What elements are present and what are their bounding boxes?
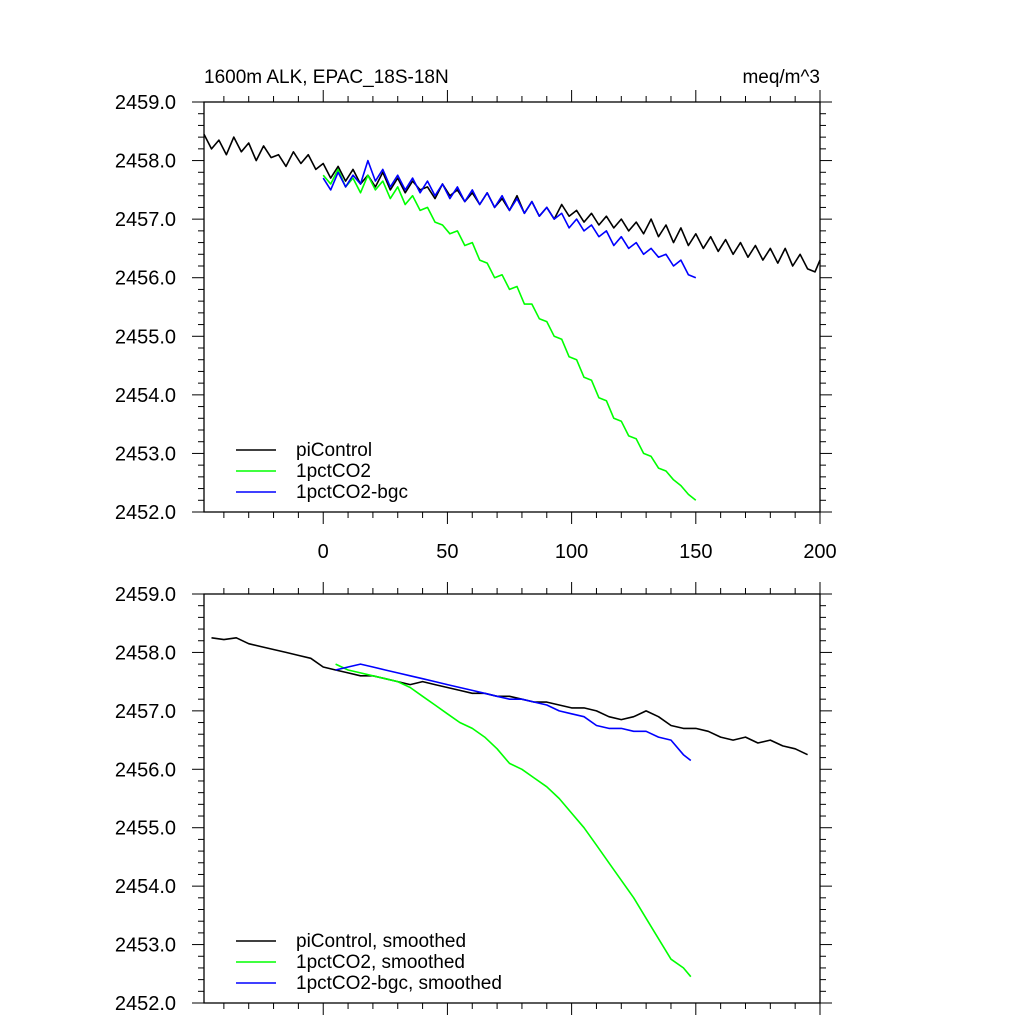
- y-tick-label: 2458.0: [115, 151, 176, 173]
- legend-label-1: 1pctCO2: [296, 461, 371, 482]
- series-line-2: [322, 159, 697, 279]
- y-tick-label: 2454.0: [115, 385, 176, 407]
- series-line-2: [335, 663, 692, 762]
- figure-title: 1600m ALK, EPAC_18S-18N: [204, 67, 449, 88]
- legend-label-0: piControl: [296, 440, 372, 461]
- top-panel-lines: [203, 133, 821, 501]
- series-line-0: [203, 133, 821, 273]
- top-panel-ticks: [192, 90, 832, 524]
- bottom-panel-lines: [211, 636, 808, 978]
- x-tick-label: 200: [803, 541, 836, 563]
- legend-label-0: piControl, smoothed: [296, 931, 466, 952]
- bottom-panel-frame: [203, 593, 821, 1004]
- y-tick-label: 2455.0: [115, 326, 176, 348]
- y-tick-label: 2452.0: [115, 993, 176, 1015]
- x-tick-label: 150: [679, 541, 712, 563]
- bottom-panel-tick-labels: 2452.0 2453.0 2454.0 2455.0 2456.0 2457.0 2458…: [115, 584, 176, 1015]
- y-tick-label: 2456.0: [115, 759, 176, 781]
- y-tick-label: 2456.0: [115, 268, 176, 290]
- top-panel-tick-labels: 2452.0 2453.0 2454.0 2455.0 2456.0 2457.0 2458…: [115, 92, 837, 563]
- legend-label-2: 1pctCO2-bgc, smoothed: [296, 973, 502, 994]
- y-tick-label: 2457.0: [115, 209, 176, 231]
- y-tick-label: 2453.0: [115, 935, 176, 957]
- bottom-panel: 2452.0 2453.0 2454.0 2455.0 2456.0 2457.0 2458…: [115, 582, 832, 1015]
- y-tick-label: 2457.0: [115, 701, 176, 723]
- x-tick-label: 50: [436, 541, 458, 563]
- units-label: meq/m^3: [742, 67, 820, 88]
- series-line-1: [335, 663, 692, 978]
- series-line-0: [211, 636, 808, 756]
- y-tick-label: 2452.0: [115, 502, 176, 524]
- legend-label-2: 1pctCO2-bgc: [296, 482, 408, 503]
- legend-label-1: 1pctCO2, smoothed: [296, 952, 465, 973]
- y-tick-label: 2459.0: [115, 584, 176, 606]
- x-tick-label: 100: [555, 541, 588, 563]
- x-tick-label: 0: [318, 541, 329, 563]
- y-tick-label: 2455.0: [115, 818, 176, 840]
- y-tick-label: 2458.0: [115, 642, 176, 664]
- top-panel-frame: [203, 101, 821, 513]
- top-panel: 2452.0 2453.0 2454.0 2455.0 2456.0 2457.0 2458…: [115, 90, 837, 563]
- y-tick-label: 2459.0: [115, 92, 176, 114]
- series-line-1: [322, 168, 697, 501]
- y-tick-label: 2453.0: [115, 443, 176, 465]
- bottom-panel-ticks: [192, 582, 832, 1015]
- y-tick-label: 2454.0: [115, 876, 176, 898]
